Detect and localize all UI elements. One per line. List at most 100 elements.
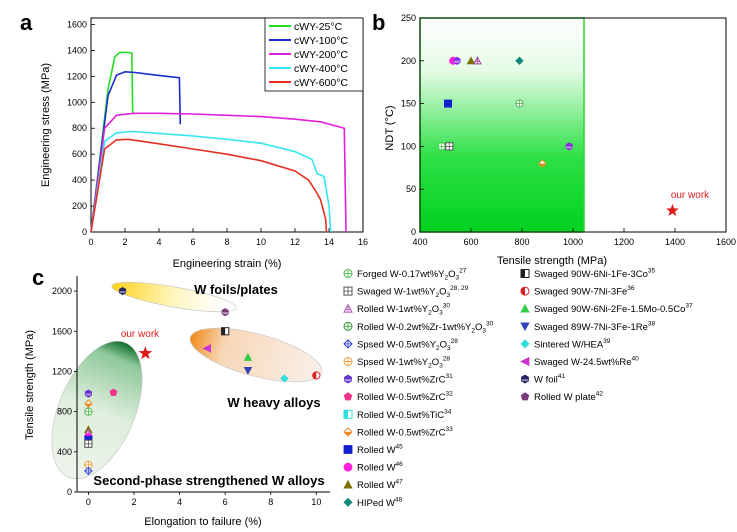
legend-marker-15-half <box>521 287 525 296</box>
legend-marker-19-shape <box>520 356 530 367</box>
legend-label-text: Swaged 90W-6Ni-1Fe-3Co <box>534 269 648 280</box>
legend-superscript: 31 <box>446 373 454 380</box>
panel-c-point-10-shine <box>85 393 92 396</box>
panel-a-series-2 <box>90 112 347 233</box>
panel-a-xtick-label: 16 <box>358 237 368 247</box>
panel-c-point-11 <box>84 399 93 408</box>
panel-c-point-9 <box>109 388 118 396</box>
legend-label-17: Swaged 89W-7Ni-3Fe-1Re38 <box>534 320 655 333</box>
legend-label-6: Rolled W-0.5wt%ZrC31 <box>357 373 453 386</box>
legend-marker-10-shape <box>343 445 353 454</box>
legend-label-text: HIPed W <box>357 498 395 509</box>
panel-a-legend-label: cWY-25°C <box>294 21 343 33</box>
legend-label-text: Spsed W-0.5wt%Y <box>357 339 437 350</box>
legend-label-10: Rolled W45 <box>357 444 403 457</box>
legend-label-2: Rolled W-1wt%Y2O330 <box>357 303 450 317</box>
panel-c-point-0-shape <box>119 287 127 296</box>
legend-label-18: Sintered W/HEA39 <box>534 338 611 351</box>
region-label-heavy: W heavy alloys <box>227 395 320 410</box>
panel-c-axes <box>76 276 330 493</box>
panel-a-xtick-label: 0 <box>88 237 93 247</box>
legend-superscript: 46 <box>396 461 404 468</box>
legend-superscript: 28, 29 <box>450 285 468 292</box>
legend-marker-15 <box>520 286 530 296</box>
legend-label-text: Swaged W-1wt%Y <box>357 287 436 298</box>
panel-a-xtick-label: 6 <box>190 237 195 247</box>
panel-label-b: b <box>372 10 385 35</box>
region-w-heavy-alloys <box>189 327 323 383</box>
legend-superscript: 36 <box>627 285 635 292</box>
region-label-second-phase: Second-phase strengthened W alloys <box>93 473 324 488</box>
legend-label-20: W foil41 <box>534 373 565 386</box>
panel-c-point-3-shape <box>138 346 153 360</box>
panel-c-point-0 <box>119 287 127 296</box>
legend-superscript: 37 <box>685 303 693 310</box>
panel-a-xtick-label: 2 <box>122 237 127 247</box>
panel-c-point-1 <box>221 308 229 317</box>
panel-b-ytick-label: 100 <box>401 141 416 151</box>
panel-c-ytick-label: 400 <box>57 447 72 457</box>
panel-label-a: a <box>20 10 33 35</box>
panel-a-series-1 <box>90 70 182 233</box>
panel-b-point-9-half <box>538 163 546 168</box>
legend-label-text: Swaged 90W-7Ni-3Fe <box>534 287 627 298</box>
legend-subscript: 2 <box>428 310 432 317</box>
panel-b-point-11-shape <box>666 203 679 217</box>
panel-b-annotation: our work <box>671 190 710 201</box>
panel-c-point-5 <box>243 352 253 361</box>
panel-b-point-6 <box>444 99 453 108</box>
panel-b-point-4 <box>466 56 476 65</box>
legend-marker-12-shape <box>343 479 353 489</box>
legend-marker-18-shape <box>520 339 530 349</box>
legend-label-mid: O <box>440 339 447 350</box>
legend-label-text: Rolled W-0.5wt%ZrC <box>357 375 446 386</box>
panel-a-legend-label: cWY-600°C <box>294 77 348 89</box>
legend-marker-11 <box>343 462 353 472</box>
panel-b-ytick-label: 200 <box>401 56 416 66</box>
legend-label-7: Rolled W-0.5wt%ZrC32 <box>357 391 453 404</box>
panel-c-point-1-shape <box>221 308 229 317</box>
legend-subscript: 2 <box>444 275 448 282</box>
legend-marker-8-half <box>344 410 348 419</box>
legend-marker-6-shape <box>344 374 352 384</box>
panel-c-ytick-label: 1200 <box>52 366 72 376</box>
legend-marker-6-shine <box>344 379 352 382</box>
legend-marker-17 <box>520 322 530 332</box>
panel-a-ytick-label: 400 <box>72 175 87 185</box>
legend-marker-8 <box>343 409 353 419</box>
legend-superscript: 28 <box>451 338 459 345</box>
legend-marker-16-shape <box>520 303 530 313</box>
panel-b-point-7 <box>515 56 524 65</box>
panel-a-ytick-label: 1200 <box>67 71 87 81</box>
panel-c-point-0-shine <box>119 291 126 294</box>
panel-c-xtick-label: 2 <box>131 497 136 507</box>
panel-c-point-9-shape <box>109 388 118 396</box>
panel-b-point-1 <box>445 142 454 151</box>
legend-marker-20 <box>521 374 529 384</box>
panel-b-ytick-label: 50 <box>406 184 416 194</box>
panel-c-point-7 <box>280 374 289 383</box>
panel-c-xtick-label: 6 <box>223 497 228 507</box>
legend-marker-13-shape <box>343 497 353 507</box>
legend-label-1: Swaged W-1wt%Y2O328, 29 <box>357 285 469 299</box>
panel-b-point-9 <box>538 159 547 168</box>
panel-c-point-5-shape <box>243 352 253 361</box>
panel-c-ytick-label: 1600 <box>52 326 72 336</box>
legend-superscript: 40 <box>632 356 640 363</box>
legend-label-text: Spsed W-1wt%Y <box>357 357 429 368</box>
panel-b-point-8 <box>515 99 524 108</box>
legend-marker-19 <box>520 356 530 367</box>
panel-a-ytick-label: 1600 <box>67 19 87 29</box>
legend-marker-11-shape <box>343 462 353 472</box>
legend-label-0: Forged W-0.17wt%Y2O327 <box>357 268 467 282</box>
legend-label-5: Spsed W-1wt%Y2O328 <box>357 356 450 370</box>
panel-b-xlabel: Tensile strength (MPa) <box>497 255 607 267</box>
legend-subscript: 3 <box>439 310 443 317</box>
legend-label-15: Swaged 90W-7Ni-3Fe36 <box>534 285 635 298</box>
panel-b-point-0 <box>437 142 446 151</box>
panel-a-ytick-label: 0 <box>82 227 87 237</box>
legend-label-text: Rolled W-0.5wt%ZrC <box>357 427 446 438</box>
legend-label-text: Swaged 89W-7Ni-3Fe-1Re <box>534 322 648 333</box>
panel-a-ylabel: Engineering stress (MPa) <box>40 63 52 187</box>
